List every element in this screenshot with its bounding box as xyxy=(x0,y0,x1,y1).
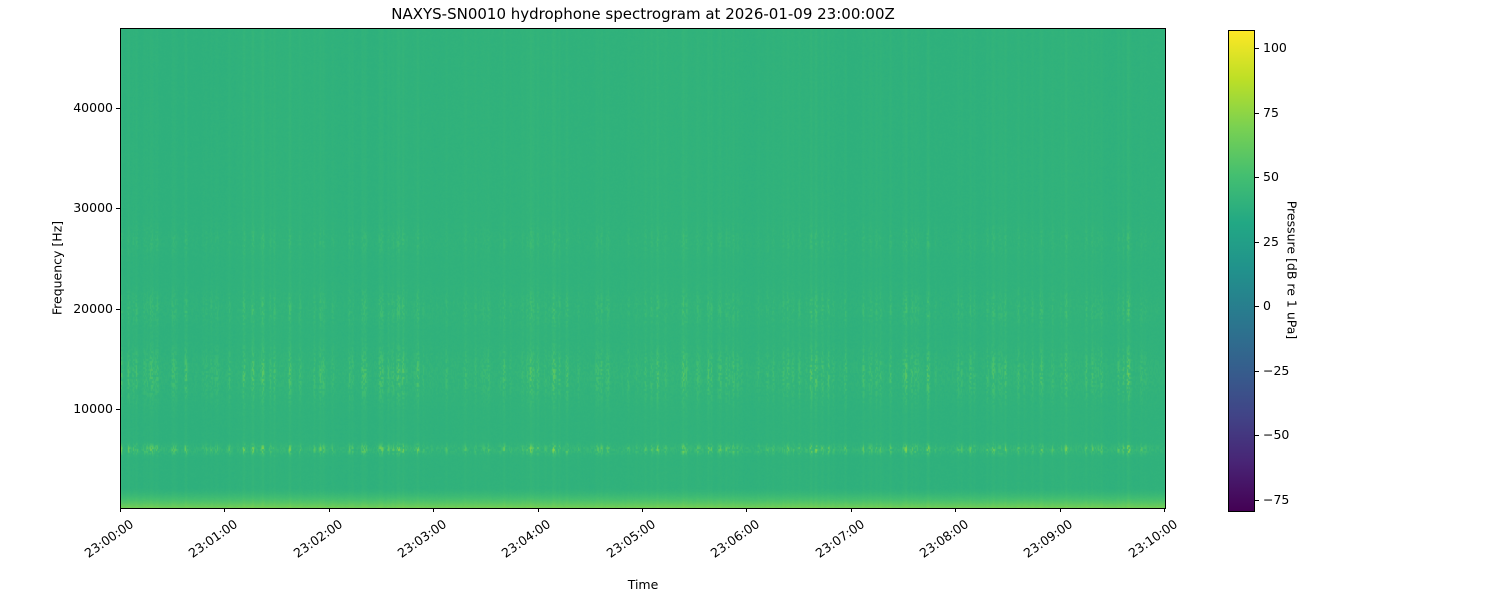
colorbar-gradient xyxy=(1229,31,1254,511)
colorbar-label: Pressure [dB re 1 uPa] xyxy=(1284,200,1300,340)
x-tick-mark xyxy=(328,508,330,512)
y-tick-mark xyxy=(116,308,120,310)
x-tick-mark xyxy=(224,508,226,512)
colorbar-tick-mark xyxy=(1255,435,1259,437)
x-tick-label: 23:10:00 xyxy=(1125,516,1181,561)
y-tick-label: 20000 xyxy=(73,300,113,316)
colorbar-tick-label: 100 xyxy=(1263,40,1287,56)
colorbar-tick-label: 0 xyxy=(1263,298,1271,314)
x-tick-label: 23:01:00 xyxy=(185,516,241,561)
colorbar-tick-label: 50 xyxy=(1263,169,1279,185)
colorbar-tick-label: −50 xyxy=(1263,427,1290,443)
y-tick-label: 30000 xyxy=(73,200,113,216)
x-axis-label: Time xyxy=(627,577,659,592)
colorbar-tick-label: −75 xyxy=(1263,491,1290,507)
plot-area xyxy=(120,28,1166,509)
x-tick-mark xyxy=(642,508,643,512)
y-tick-label: 10000 xyxy=(73,400,113,416)
spectrogram-heatmap xyxy=(121,29,1165,508)
x-tick-label: 23:00:00 xyxy=(81,516,137,561)
colorbar-tick-mark xyxy=(1255,499,1259,501)
colorbar-tick-label: −25 xyxy=(1263,362,1290,378)
x-tick-label: 23:05:00 xyxy=(603,516,659,561)
x-tick-label: 23:03:00 xyxy=(394,516,450,561)
x-tick-mark xyxy=(433,508,435,512)
x-tick-mark xyxy=(537,508,539,512)
x-tick-label: 23:02:00 xyxy=(290,516,345,561)
x-tick-label: 23:06:00 xyxy=(707,516,763,561)
x-tick-label: 23:08:00 xyxy=(916,516,972,561)
x-tick-mark xyxy=(1059,508,1061,512)
y-tick-mark xyxy=(116,108,120,110)
x-tick-label: 23:04:00 xyxy=(499,516,554,561)
y-tick-mark xyxy=(116,208,120,210)
colorbar-tick-mark xyxy=(1255,370,1259,372)
colorbar-tick-mark xyxy=(1255,306,1259,308)
x-tick-label: 23:09:00 xyxy=(1021,516,1076,561)
colorbar-tick-mark xyxy=(1255,112,1259,114)
x-tick-mark xyxy=(1164,508,1165,512)
colorbar-tick-label: 25 xyxy=(1263,233,1279,249)
x-tick-label: 23:07:00 xyxy=(812,516,867,561)
colorbar-tick-mark xyxy=(1255,241,1259,243)
chart-title: NAXYS-SN0010 hydrophone spectrogram at 2… xyxy=(391,5,895,23)
x-tick-mark xyxy=(120,508,121,512)
colorbar-tick-label: 75 xyxy=(1263,104,1279,120)
x-tick-mark xyxy=(850,508,852,512)
x-tick-mark xyxy=(746,508,748,512)
y-tick-mark xyxy=(116,408,120,410)
colorbar xyxy=(1228,30,1255,512)
y-tick-label: 40000 xyxy=(73,100,113,116)
x-tick-mark xyxy=(955,508,957,512)
colorbar-tick-mark xyxy=(1255,48,1259,50)
colorbar-tick-mark xyxy=(1255,177,1259,179)
